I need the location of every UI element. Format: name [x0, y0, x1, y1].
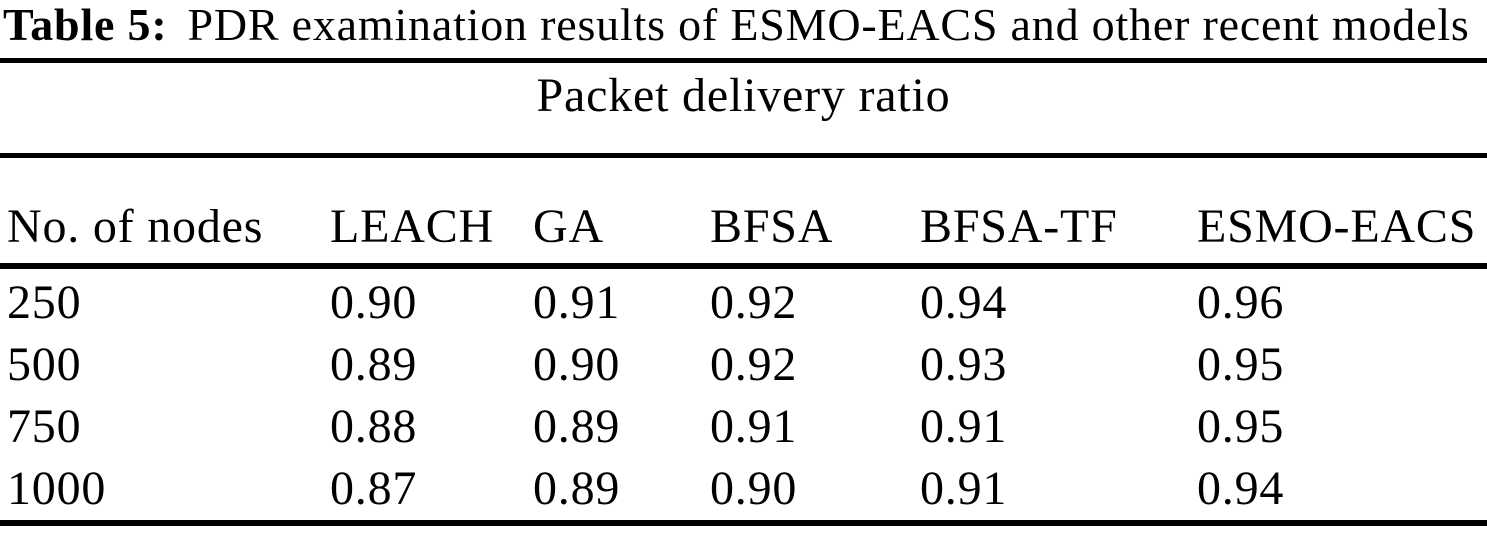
value-cell: 0.94 [1197, 462, 1285, 515]
value-cell: 0.94 [920, 276, 1008, 329]
row-label-nodes: 1000 [7, 462, 107, 515]
column-header-bfsa-tf: BFSA-TF [920, 200, 1118, 253]
value-cell: 0.92 [710, 338, 798, 391]
caption-label: Table 5: [3, 0, 168, 50]
column-header-leach: LEACH [330, 200, 494, 253]
value-cell: 0.95 [1197, 338, 1285, 391]
table-span-header: Packet delivery ratio [536, 69, 951, 122]
value-cell: 0.89 [330, 338, 418, 391]
column-header-esmo-eacs: ESMO-EACS [1197, 200, 1477, 253]
value-cell: 0.95 [1197, 400, 1285, 453]
table-rule-under-span-header [0, 153, 1487, 158]
column-header-ga: GA [533, 200, 604, 253]
value-cell: 0.88 [330, 400, 418, 453]
row-label-nodes: 750 [7, 400, 82, 453]
value-cell: 0.89 [533, 462, 621, 515]
table-row: 500 0.89 0.90 0.92 0.93 0.95 [0, 334, 1487, 396]
table-header-row: No. of nodes LEACH GA BFSA BFSA-TF ESMO-… [0, 200, 1487, 254]
value-cell: 0.92 [710, 276, 798, 329]
value-cell: 0.89 [533, 400, 621, 453]
table-rule-under-header [0, 263, 1487, 269]
row-label-nodes: 500 [7, 338, 82, 391]
value-cell: 0.91 [920, 400, 1008, 453]
column-header-bfsa: BFSA [710, 200, 834, 253]
table-rule-top [0, 58, 1487, 63]
value-cell: 0.91 [710, 400, 798, 453]
value-cell: 0.87 [330, 462, 418, 515]
value-cell: 0.96 [1197, 276, 1285, 329]
value-cell: 0.90 [330, 276, 418, 329]
table-caption: Table 5: PDR examination results of ESMO-… [3, 0, 1487, 50]
value-cell: 0.93 [920, 338, 1008, 391]
table-row: 1000 0.87 0.89 0.90 0.91 0.94 [0, 458, 1487, 520]
table-rule-bottom [0, 520, 1487, 526]
table-row: 250 0.90 0.91 0.92 0.94 0.96 [0, 272, 1487, 334]
value-cell: 0.91 [533, 276, 621, 329]
table-row: 750 0.88 0.89 0.91 0.91 0.95 [0, 396, 1487, 458]
table-body: 250 0.90 0.91 0.92 0.94 0.96 500 0.89 0.90 0.92 0.… [0, 272, 1487, 520]
row-label-nodes: 250 [7, 276, 82, 329]
column-header-no-of-nodes: No. of nodes [7, 200, 264, 253]
value-cell: 0.90 [533, 338, 621, 391]
value-cell: 0.90 [710, 462, 798, 515]
caption-text: PDR examination results of ESMO-EACS and… [187, 0, 1470, 50]
value-cell: 0.91 [920, 462, 1008, 515]
